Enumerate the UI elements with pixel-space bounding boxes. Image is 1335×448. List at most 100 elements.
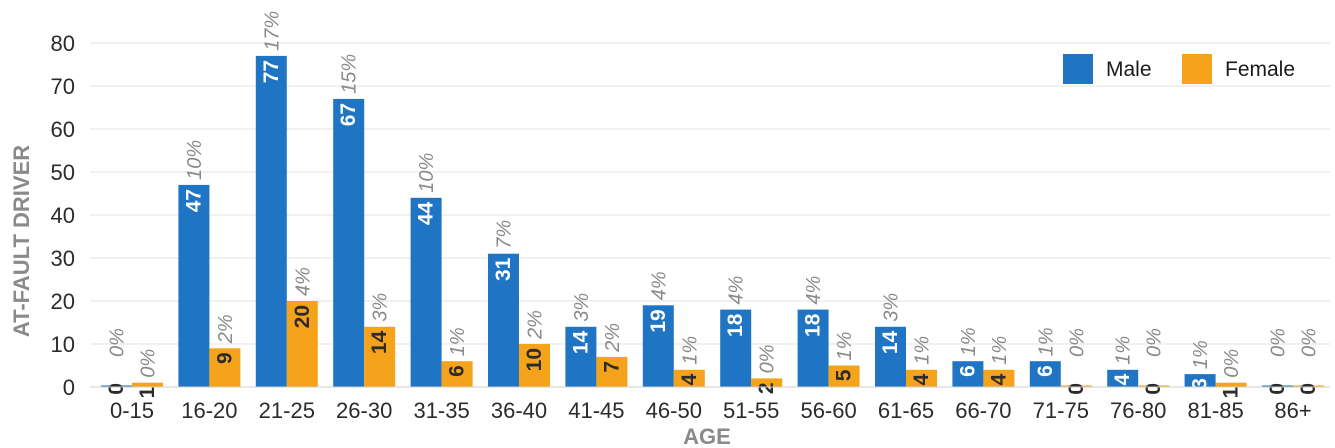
bar-male [952,361,984,387]
x-tick-label: 0-15 [110,398,154,423]
bar-percent-label: 3% [571,293,593,322]
y-tick-label: 50 [51,160,75,185]
bar-female [983,369,1015,387]
bar-value-label: 20 [291,305,314,328]
bar-percent-label: 10% [416,153,438,193]
bar-value-label: 4 [678,373,701,385]
bar-value-label: 14 [569,330,592,354]
bar-value-label: 10 [523,348,546,371]
bar-female [1060,385,1092,387]
bar-percent-label: 4% [648,271,670,300]
bar-female [1215,382,1247,387]
bar-value-label: 0 [1142,383,1165,395]
legend-label-female: Female [1225,58,1295,81]
bar-value-label: 0 [1266,383,1289,395]
x-tick-label: 46-50 [646,398,702,423]
bar-percent-label: 4% [726,276,748,305]
x-tick-label: 36-40 [491,398,547,423]
bar-percent-label: 0% [1299,328,1321,357]
y-tick-label: 10 [51,332,75,357]
bar-value-label: 0 [105,383,128,395]
bar-value-label: 31 [492,257,515,281]
x-tick-label: 81-85 [1187,398,1243,423]
bar-female [751,378,783,387]
bar-percent-label: 1% [989,336,1011,365]
bar-value-label: 6 [1034,365,1057,377]
y-tick-label: 30 [51,246,75,271]
bar-percent-label: 3% [370,293,392,322]
bar-value-label: 1 [1220,386,1243,398]
bar-value-label: 19 [647,309,670,332]
bar-value-label: 14 [368,330,391,354]
y-tick-label: 0 [63,375,75,400]
bar-percent-label: 4% [803,276,825,305]
bar-male [642,305,674,387]
bar-value-label: 0 [1297,383,1320,395]
bar-value-label: 67 [337,103,360,126]
bar-male [410,197,442,387]
bar-female [286,301,318,387]
x-tick-label: 66-70 [955,398,1011,423]
bar-male [255,55,287,388]
bar-male [720,309,752,387]
bar-percent-label: 7% [494,220,516,249]
bar-percent-label: 0% [757,344,779,373]
legend-swatch-male [1063,54,1093,84]
bar-female [673,369,705,387]
bar-female [1293,385,1324,387]
legend-label-male: Male [1106,58,1152,81]
bar-male [565,326,597,387]
bar-percent-label: 0% [1221,349,1243,378]
bar-value-label: 9 [213,352,236,364]
bar-value-label: 7 [600,361,623,373]
bar-female [828,365,860,387]
bar-percent-label: 1% [679,336,701,365]
legend: Male Female [1063,54,1295,84]
bar-percent-label: 10% [184,140,206,180]
y-tick-label: 20 [51,289,75,314]
bar-percent-label: 1% [834,332,856,361]
x-axis-title: AGE [683,424,731,448]
bar-value-label: 18 [802,313,825,337]
bar-male [1107,369,1139,387]
bar-value-label: 1 [136,386,159,398]
x-tick-label: 21-25 [259,398,315,423]
bar-male [875,326,906,387]
x-tick-label: 41-45 [568,398,624,423]
x-tick-label: 26-30 [336,398,392,423]
bar-male [797,309,829,387]
y-tick-label: 80 [51,31,75,56]
bar-value-label: 0 [1065,383,1088,395]
bar-percent-label: 0% [1066,328,1088,357]
bar-value-label: 18 [724,313,747,337]
bar-percent-label: 17% [261,11,283,51]
bar-male [1262,385,1293,387]
bar-female [441,361,473,387]
x-tick-label: 71-75 [1033,398,1089,423]
bar-value-label: 6 [446,365,469,377]
bar-percent-label: 2% [525,310,547,340]
bar-percent-label: 1% [1113,336,1135,365]
bar-female [906,369,937,387]
x-tick-label: 76-80 [1110,398,1166,423]
x-tick-label: 51-55 [723,398,779,423]
bar-male [333,98,365,388]
x-tick-label: 16-20 [181,398,237,423]
bar-male [1184,374,1216,387]
bar-value-label: 44 [415,201,438,225]
bar-female [132,382,163,387]
bar-percent-label: 2% [215,314,237,344]
bar-percent-label: 15% [339,54,361,94]
bar-value-label: 6 [956,365,979,377]
bar-value-label: 3 [1189,378,1212,390]
bar-male [178,184,210,387]
legend-swatch-female [1182,54,1212,84]
x-tick-label: 56-60 [800,398,856,423]
bar-percent-label: 1% [1035,327,1057,356]
bar-value-label: 2 [755,382,778,394]
bar-percent-label: 1% [447,327,469,356]
bar-percent-label: 1% [912,336,934,365]
bar-value-label: 47 [182,189,205,212]
